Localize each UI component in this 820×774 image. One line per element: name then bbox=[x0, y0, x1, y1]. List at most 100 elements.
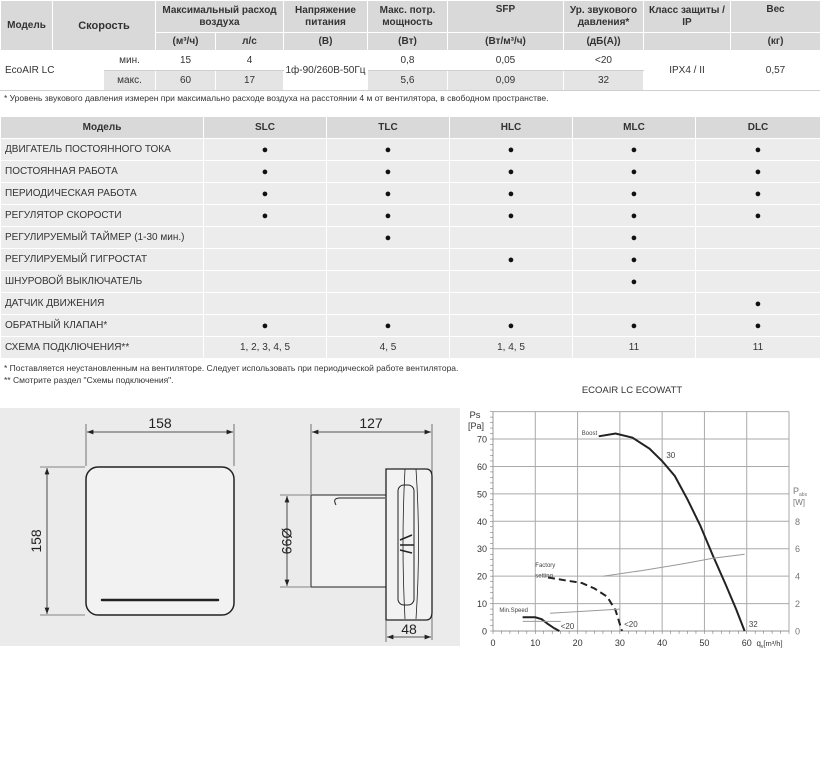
header-slc: SLC bbox=[203, 116, 327, 139]
table-row: РЕГУЛИРУЕМЫЙ ТАЙМЕР (1-30 мин.) ● ● bbox=[0, 226, 820, 249]
y-axis-label: Ps bbox=[469, 410, 480, 421]
feature-empty bbox=[326, 248, 450, 271]
dot-icon: ● bbox=[507, 187, 515, 200]
y2-tick-label: 8 bbox=[795, 517, 800, 527]
feature-label: РЕГУЛИРУЕМЫЙ ГИГРОСТАТ bbox=[0, 248, 204, 271]
y2-tick-label: 6 bbox=[795, 544, 800, 554]
feature-dot: ● bbox=[695, 182, 820, 205]
header-sfp: SFP bbox=[447, 0, 564, 33]
scheme-value: 4, 5 bbox=[326, 336, 450, 359]
feature-dot: ● bbox=[572, 314, 696, 337]
feature-dot: ● bbox=[695, 138, 820, 161]
feature-dot: ● bbox=[695, 204, 820, 227]
side-view bbox=[280, 424, 433, 642]
table-row: EcoAIR LC мин. 15 4 1ф-90/260В-50Гц 0,8 … bbox=[0, 50, 820, 91]
feature-dot: ● bbox=[572, 160, 696, 183]
y2-tick-label: 0 bbox=[795, 627, 800, 637]
feature-dot: ● bbox=[572, 226, 696, 249]
feature-dot: ● bbox=[695, 292, 820, 315]
feature-empty bbox=[203, 270, 327, 293]
feature-dot: ● bbox=[572, 248, 696, 271]
spec-note: * Уровень звукового давления измерен при… bbox=[4, 93, 549, 103]
dot-icon: ● bbox=[507, 143, 515, 156]
protection: IPX4 / II bbox=[643, 50, 731, 91]
dot-icon: ● bbox=[630, 275, 638, 288]
feature-dot: ● bbox=[572, 182, 696, 205]
dim-front-width: 158 bbox=[148, 415, 172, 431]
x-tick-label: 30 bbox=[615, 638, 625, 648]
pressure-curve-1 bbox=[547, 576, 623, 632]
y2-axis-label-sub: abs bbox=[799, 492, 808, 498]
feature-empty bbox=[203, 226, 327, 249]
feature-dot: ● bbox=[449, 160, 573, 183]
feature-dot: ● bbox=[695, 314, 820, 337]
feature-note-2: ** Смотрите раздел "Схемы подключения". bbox=[4, 375, 174, 385]
chart-annotation: Factory bbox=[535, 563, 555, 569]
x-tick-label: 20 bbox=[573, 638, 583, 648]
dot-icon: ● bbox=[261, 165, 269, 178]
feature-empty bbox=[326, 270, 450, 293]
feature-label: РЕГУЛИРУЕМЫЙ ТАЙМЕР (1-30 мин.) bbox=[0, 226, 204, 249]
sfp: 0,05 bbox=[447, 50, 564, 71]
speed: макс. bbox=[103, 70, 156, 91]
x-axis-title: qv[m³/h] bbox=[756, 639, 782, 650]
x-tick-label: 60 bbox=[742, 638, 752, 648]
y2-tick-label: 4 bbox=[795, 572, 800, 582]
x-axis-unit: [m³/h] bbox=[763, 639, 782, 648]
feature-empty bbox=[326, 292, 450, 315]
feature-dot: ● bbox=[449, 138, 573, 161]
dot-icon: ● bbox=[507, 253, 515, 266]
feature-empty bbox=[449, 292, 573, 315]
feature-dot: ● bbox=[203, 314, 327, 337]
feature-empty bbox=[203, 292, 327, 315]
header-dlc: DLC bbox=[695, 116, 820, 139]
y2-axis-unit: [W] bbox=[793, 498, 805, 507]
dim-plate-depth: 48 bbox=[401, 621, 417, 637]
airflow-m3h: 60 bbox=[155, 70, 216, 91]
power-curve-4 bbox=[550, 608, 620, 614]
dot-icon: ● bbox=[754, 187, 762, 200]
feature-dot: ● bbox=[449, 314, 573, 337]
y2-axis-label: P bbox=[793, 486, 799, 496]
table-row: ОБРАТНЫЙ КЛАПАН* ● ● ● ● ● bbox=[0, 314, 820, 337]
dot-icon: ● bbox=[261, 187, 269, 200]
y2-tick-label: 2 bbox=[795, 599, 800, 609]
chart-title: ECOAIR LC ECOWATT bbox=[582, 385, 682, 396]
table-row: ДАТЧИК ДВИЖЕНИЯ ● bbox=[0, 292, 820, 315]
dot-icon: ● bbox=[754, 143, 762, 156]
dot-icon: ● bbox=[630, 209, 638, 222]
table-row: РЕГУЛИРУЕМЫЙ ГИГРОСТАТ ● ● bbox=[0, 248, 820, 271]
table-row: ПОСТОЯННАЯ РАБОТА ● ● ● ● ● bbox=[0, 160, 820, 183]
x-tick-label: 40 bbox=[657, 638, 667, 648]
feature-label: ОБРАТНЫЙ КЛАПАН* bbox=[0, 314, 204, 337]
chart-annotation: Min.Speed bbox=[499, 608, 528, 614]
feature-dot: ● bbox=[203, 138, 327, 161]
table-row: ПЕРИОДИЧЕСКАЯ РАБОТА ● ● ● ● ● bbox=[0, 182, 820, 205]
feature-empty bbox=[695, 248, 820, 271]
dimension-drawing: 158 158 127 Ø99 48 bbox=[0, 408, 460, 646]
unit-weight: (кг) bbox=[730, 32, 820, 51]
power: 5,6 bbox=[367, 70, 448, 91]
feature-dot: ● bbox=[326, 160, 450, 183]
dot-icon: ● bbox=[630, 165, 638, 178]
dim-duct-diameter: Ø99 bbox=[279, 528, 295, 555]
spec-table: Модель Скорость Максимальный расход возд… bbox=[0, 0, 820, 91]
dot-icon: ● bbox=[384, 165, 392, 178]
dot-icon: ● bbox=[630, 187, 638, 200]
feature-dot: ● bbox=[572, 138, 696, 161]
feature-empty bbox=[695, 226, 820, 249]
dot-icon: ● bbox=[754, 165, 762, 178]
dot-icon: ● bbox=[754, 297, 762, 310]
dot-icon: ● bbox=[754, 319, 762, 332]
feature-dot: ● bbox=[326, 204, 450, 227]
scheme-value: 1, 4, 5 bbox=[449, 336, 573, 359]
dot-icon: ● bbox=[261, 143, 269, 156]
dot-icon: ● bbox=[261, 209, 269, 222]
unit-power: (Вт) bbox=[367, 32, 448, 51]
unit-ls: л/с bbox=[215, 32, 284, 51]
y-tick-label: 0 bbox=[482, 627, 487, 637]
weight: 0,57 bbox=[730, 50, 820, 91]
feature-table: Модель SLC TLC HLC MLC DLC ДВИГАТЕЛЬ ПОСТОЯНН… bbox=[0, 116, 820, 359]
header-protection: Класс защиты / IP bbox=[643, 0, 731, 33]
